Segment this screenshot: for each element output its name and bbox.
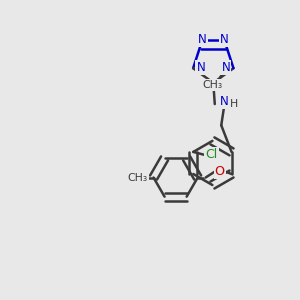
Text: O: O [215,165,225,178]
Text: H: H [230,99,238,109]
Text: N: N [198,33,207,46]
Text: CH₃: CH₃ [128,172,148,182]
Text: N: N [221,61,230,74]
Text: N: N [196,61,205,74]
Text: Cl: Cl [206,148,218,161]
Text: N: N [220,94,229,108]
Text: CH₃: CH₃ [203,80,223,90]
Text: N: N [220,33,229,46]
